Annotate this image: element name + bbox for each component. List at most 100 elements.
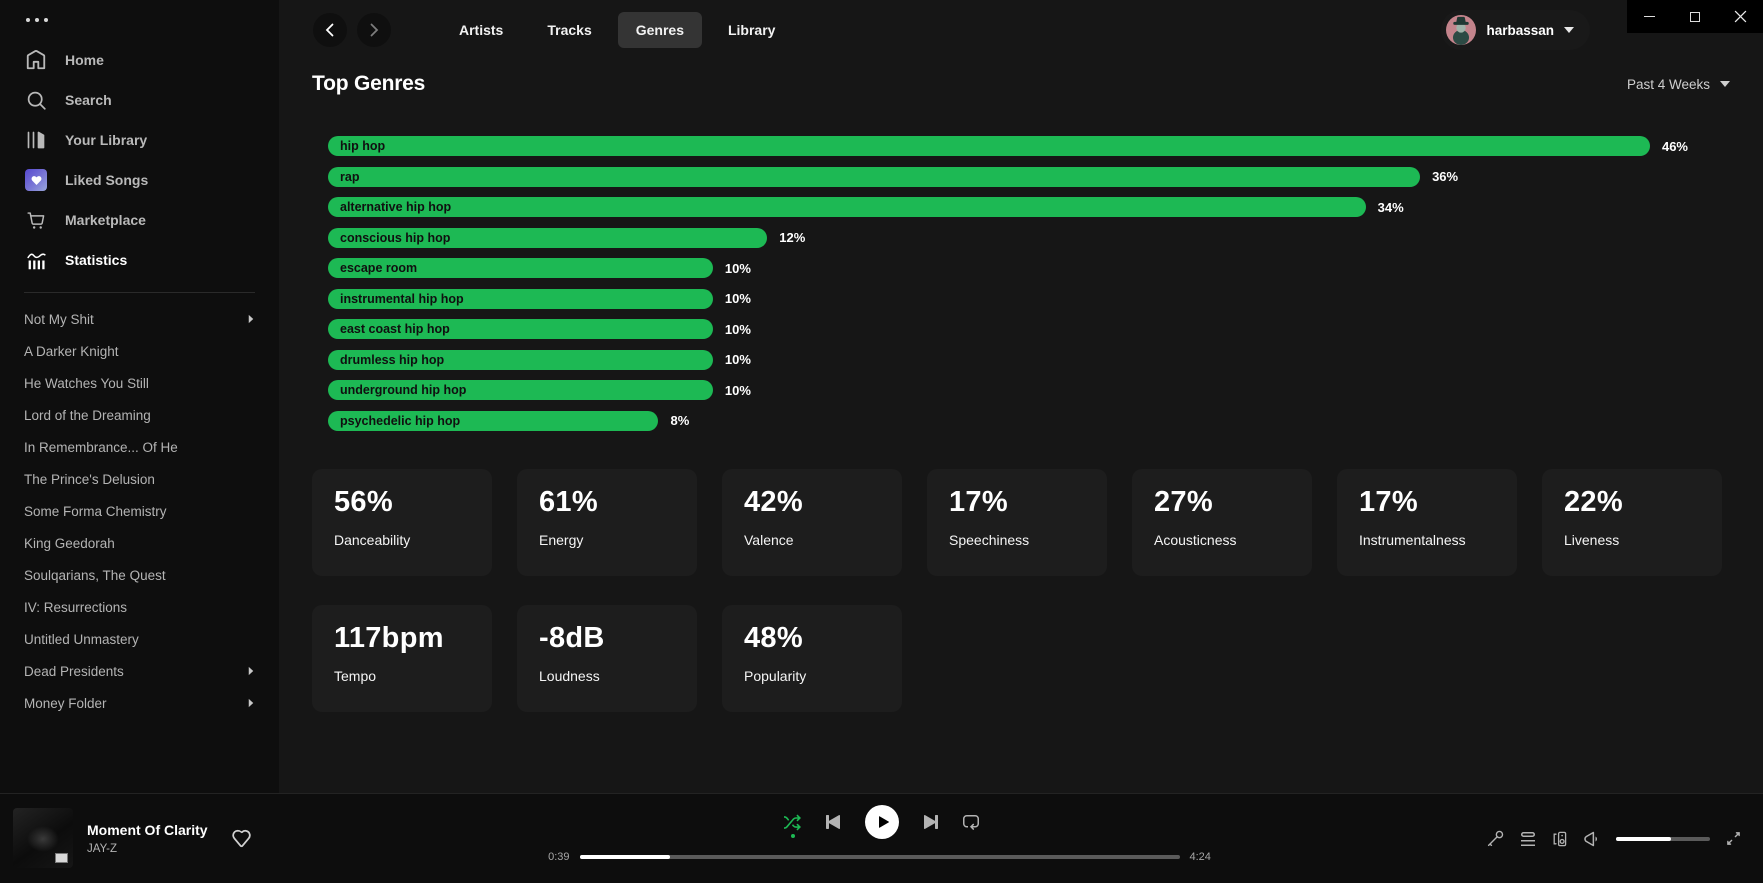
sidebar-item-marketplace[interactable]: Marketplace [0, 200, 279, 240]
heart-icon [231, 829, 251, 848]
playlist-name: Dead Presidents [24, 663, 124, 679]
sidebar-item-statistics[interactable]: Statistics [0, 240, 279, 280]
stat-card-energy: 61% Energy [517, 468, 697, 576]
genre-bar: rap [328, 166, 1421, 187]
next-button[interactable] [923, 814, 939, 830]
stat-card-speechiness: 17% Speechiness [927, 468, 1107, 576]
sidebar-item-liked-songs[interactable]: Liked Songs [0, 160, 279, 200]
maximize-icon [1689, 11, 1700, 22]
sidebar-divider [24, 292, 255, 293]
playlist-name: Lord of the Dreaming [24, 407, 151, 423]
marketplace-icon [24, 208, 48, 232]
genre-bar-row: escape room 10% [328, 258, 1688, 278]
genre-bar-row: conscious hip hop 12% [328, 227, 1688, 248]
tab-tracks[interactable]: Tracks [529, 12, 609, 48]
stat-value: 22% [1564, 485, 1623, 518]
playlist-item[interactable]: Lord of the Dreaming [0, 399, 279, 431]
genre-bar: conscious hip hop [328, 227, 768, 248]
tab-artists[interactable]: Artists [441, 12, 521, 48]
playlist-name: He Watches You Still [24, 375, 149, 391]
volume-slider-fill [1616, 836, 1671, 841]
queue-button[interactable] [1520, 831, 1536, 847]
playlist-name: Some Forma Chemistry [24, 503, 167, 519]
stat-value: 17% [949, 485, 1008, 518]
track-title[interactable]: Moment Of Clarity [87, 821, 208, 838]
main-view: Artists Tracks Genres Library harbassan Top… [279, 0, 1763, 793]
album-art[interactable] [13, 808, 73, 868]
minimize-button[interactable] [1627, 0, 1672, 33]
genre-bar-label: rap [340, 169, 360, 184]
playlist-item[interactable]: Dead Presidents [0, 655, 279, 687]
playlist-item[interactable]: The Prince's Delusion [0, 463, 279, 495]
genre-bar: underground hip hop [328, 380, 713, 400]
track-artist[interactable]: JAY-Z [87, 842, 118, 855]
stat-value: 42% [744, 485, 803, 518]
skip-back-icon [825, 814, 841, 830]
volume-slider[interactable] [1616, 836, 1710, 841]
genre-bar-label: escape room [340, 261, 418, 275]
sidebar-item-label: Search [65, 92, 112, 108]
sidebar-item-home[interactable]: Home [0, 40, 279, 80]
genre-bar-label: psychedelic hip hop [340, 413, 461, 428]
lyrics-button[interactable] [1487, 830, 1504, 847]
playlist-item[interactable]: Untitled Unmastery [0, 623, 279, 655]
stat-label: Liveness [1564, 531, 1620, 548]
queue-icon [1520, 831, 1536, 847]
previous-button[interactable] [825, 814, 841, 830]
audio-feature-cards: 56% Danceability 61% Energy 42% Valence 17% Spe… [312, 468, 1724, 712]
maximize-button[interactable] [1672, 0, 1717, 33]
close-button[interactable] [1718, 0, 1763, 33]
stat-label: Danceability [334, 531, 411, 548]
stat-label: Acousticness [1154, 531, 1237, 548]
genre-bar-label: drumless hip hop [340, 352, 445, 367]
stat-value: 27% [1154, 485, 1213, 518]
time-range-dropdown[interactable]: Past 4 Weeks [1627, 77, 1730, 92]
username: harbassan [1486, 22, 1554, 38]
fullscreen-button[interactable] [1726, 831, 1741, 846]
sidebar-item-search[interactable]: Search [0, 80, 279, 120]
tab-genres[interactable]: Genres [617, 12, 702, 48]
sidebar-item-label: Liked Songs [65, 172, 149, 188]
ellipsis-menu-icon[interactable] [0, 0, 279, 22]
seek-bar[interactable] [579, 855, 1180, 859]
sidebar-item-label: Home [65, 52, 104, 68]
genre-bar: alternative hip hop [328, 197, 1366, 217]
playlist-name: Not My Shit [24, 311, 94, 327]
sidebar-item-your-library[interactable]: Your Library [0, 120, 279, 160]
playlist-item[interactable]: A Darker Knight [0, 335, 279, 367]
playlist-item[interactable]: Soulqarians, The Quest [0, 559, 279, 591]
stats-tabs: Artists Tracks Genres Library [441, 12, 793, 48]
genre-bar-row: hip hop 46% [328, 136, 1688, 156]
genre-bar-label: alternative hip hop [340, 200, 452, 214]
shuffle-button[interactable] [784, 814, 801, 831]
genre-bar-label: instrumental hip hop [340, 291, 464, 306]
like-button[interactable] [231, 829, 251, 848]
elapsed-time: 0:39 [548, 851, 570, 863]
playlist-item[interactable]: He Watches You Still [0, 367, 279, 399]
stat-card-popularity: 48% Popularity [722, 604, 902, 712]
forward-button[interactable] [357, 13, 391, 47]
stat-value: 117bpm [334, 621, 444, 654]
playlist-item[interactable]: King Geedorah [0, 527, 279, 559]
user-menu[interactable]: harbassan [1441, 10, 1590, 50]
search-icon [24, 88, 48, 112]
page-title: Top Genres [312, 72, 426, 95]
play-button[interactable] [865, 805, 899, 839]
stat-label: Instrumentalness [1359, 531, 1466, 548]
playlist-item[interactable]: In Remembrance... Of He [0, 431, 279, 463]
chevron-right-icon [366, 22, 382, 38]
sidebar-item-label: Statistics [65, 252, 128, 268]
playlist-item[interactable]: Money Folder [0, 687, 279, 719]
topbar: Artists Tracks Genres Library harbassan [279, 0, 1763, 60]
connect-device-button[interactable] [1552, 831, 1568, 847]
back-button[interactable] [313, 13, 347, 47]
repeat-button[interactable] [963, 814, 979, 830]
stat-card-tempo: 117bpm Tempo [312, 604, 492, 712]
playlist-item[interactable]: Some Forma Chemistry [0, 495, 279, 527]
playlist-item[interactable]: Not My Shit [0, 303, 279, 335]
tab-library[interactable]: Library [710, 12, 793, 48]
volume-button[interactable] [1584, 831, 1600, 847]
playlist-item[interactable]: IV: Resurrections [0, 591, 279, 623]
genre-bar-value: 46% [1661, 138, 1688, 154]
